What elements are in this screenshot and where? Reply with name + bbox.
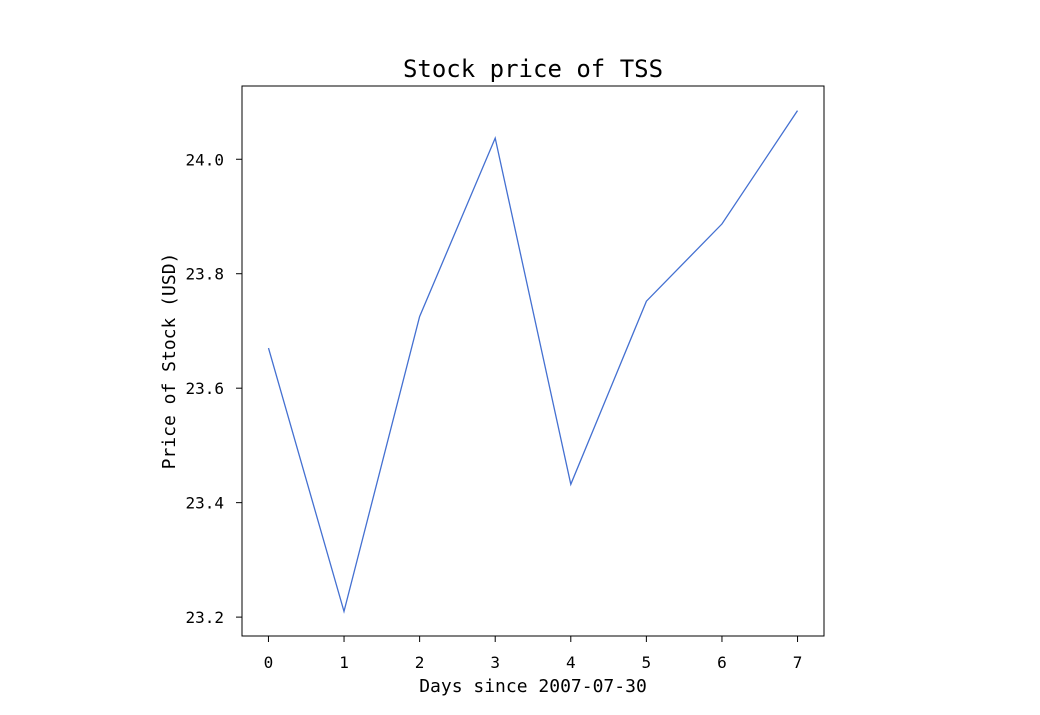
series-layer: [267, 110, 799, 614]
x-tick-label: 5: [642, 653, 652, 672]
chart-title: Stock price of TSS: [403, 55, 663, 83]
x-axis-label: Days since 2007-07-30: [419, 676, 647, 697]
x-tick-label: 7: [793, 653, 803, 672]
series-line: [267, 110, 799, 614]
y-axis-label: Price of Stock (USD): [159, 253, 180, 470]
y-tick-label: 23.8: [185, 265, 224, 284]
x-tick-label: 0: [264, 653, 274, 672]
x-tick-label: 3: [490, 653, 500, 672]
x-tick-label: 2: [415, 653, 425, 672]
plot-area: [241, 85, 825, 637]
x-tick-label: 1: [339, 653, 349, 672]
y-tick-label: 24.0: [185, 150, 224, 169]
y-tick-label: 23.2: [185, 608, 224, 627]
x-tick-label: 4: [566, 653, 576, 672]
x-tick-label: 6: [717, 653, 727, 672]
y-tick-label: 23.6: [185, 379, 224, 398]
y-axis: 23.2 23.4 23.6 23.8 24.0: [185, 150, 242, 627]
x-axis: 0 1 2 3 4 5 6 7: [264, 636, 803, 672]
y-tick-label: 23.4: [185, 494, 224, 513]
